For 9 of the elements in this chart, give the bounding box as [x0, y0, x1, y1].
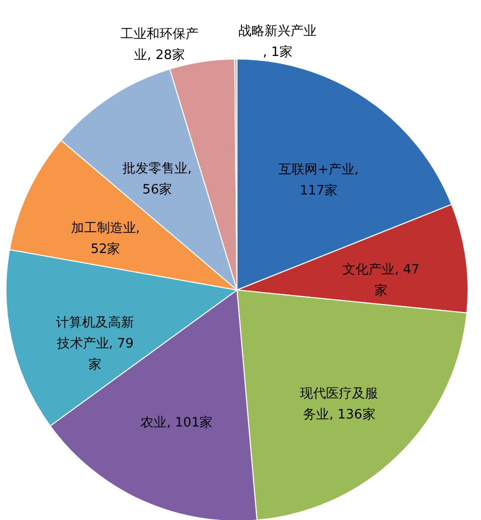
slice-label: 农业, 101家	[140, 414, 213, 430]
slice-label: 计算机及高新技术产业, 79家	[56, 314, 134, 373]
slice-label: 文化产业, 47家	[342, 262, 420, 299]
slice-label: 工业和环保产业, 28家	[120, 27, 199, 64]
slice-label: 互联网+产业, 117家	[278, 162, 359, 199]
slice-label: 批发零售业, 56家	[122, 161, 192, 198]
slice-label: 现代医疗及服务业, 136家	[300, 386, 378, 423]
slice-label: 加工制造业, 52家	[70, 220, 140, 257]
slice-label: 战略新兴产业, 1家	[238, 24, 317, 60]
